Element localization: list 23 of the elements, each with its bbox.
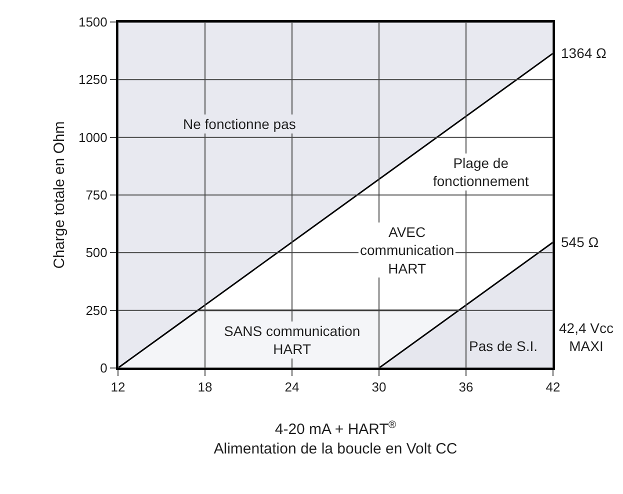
- x-tick-label: 36: [458, 380, 474, 395]
- x-tick-label: 12: [110, 380, 126, 395]
- y-tick-label: 1500: [78, 14, 108, 30]
- annotation: Pas de S.I.: [469, 338, 538, 354]
- text: 42,4 Vcc MAXI: [559, 320, 614, 354]
- annotation: SANS communication HART: [224, 323, 360, 358]
- annotation: AVEC communication HART: [360, 224, 454, 276]
- x-tick-label: 24: [284, 380, 300, 395]
- x-tick-label: 30: [372, 380, 386, 395]
- annotation: Ne fonctionne pas: [183, 116, 296, 132]
- y-tick-label: 250: [86, 302, 108, 318]
- x-tick-label: 42: [546, 380, 560, 395]
- y-tick-label: 750: [86, 188, 108, 203]
- y-tick-label: 1000: [78, 130, 108, 145]
- annotation: 1364 Ω: [561, 45, 606, 61]
- y-tick-label: 0: [100, 360, 108, 376]
- annotation: 545 Ω: [561, 234, 599, 250]
- x-axis-title: 4-20 mA + HART$^{®}$ Alimentation de la boucle en Volt CC: [214, 418, 458, 458]
- x-tick-label: 18: [198, 380, 212, 395]
- y-tick-label: 1250: [78, 72, 108, 88]
- annotation: Plage de fonctionnement: [433, 155, 529, 190]
- y-axis-title: Charge totale en Ohm: [51, 121, 68, 269]
- y-tick-label: 500: [86, 245, 108, 260]
